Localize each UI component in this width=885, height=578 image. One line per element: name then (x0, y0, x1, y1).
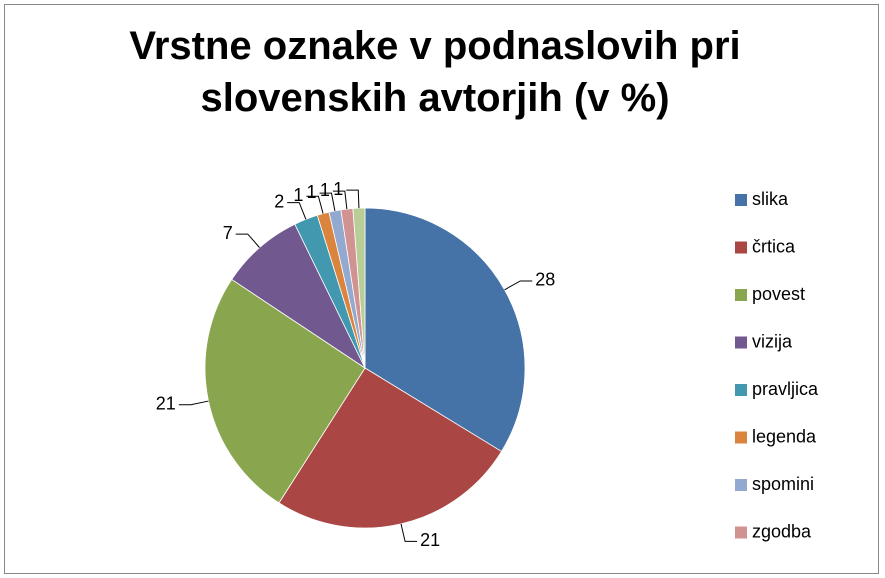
leader-line (178, 400, 209, 406)
legend-swatch (735, 479, 747, 491)
pie-slice (231, 223, 367, 370)
leader-line (400, 523, 418, 542)
leader-line (287, 202, 307, 220)
pie-slice (364, 207, 526, 453)
data-label: 2 (274, 191, 284, 211)
legend-swatch (735, 336, 747, 349)
legend-swatch (735, 431, 747, 444)
legend-label: legenda (752, 426, 817, 446)
chart-title: Vrstne oznake v podnaslovih pri slovensk… (129, 24, 741, 120)
data-label: 21 (156, 394, 176, 414)
legend-swatch (735, 289, 747, 301)
legend-swatch (735, 241, 747, 254)
legend-swatch (735, 526, 747, 539)
leader-line (332, 190, 348, 210)
leader-line (346, 189, 360, 209)
leader-line (319, 192, 336, 211)
legend-label: pravljica (752, 379, 819, 399)
data-label: 1 (293, 185, 303, 205)
chart-border (4, 4, 879, 574)
legend-label: zgodba (752, 521, 812, 541)
leader-line (235, 233, 260, 248)
legend-label: povest (752, 284, 805, 304)
data-label: 1 (333, 179, 343, 199)
legend-label: spomini (752, 474, 814, 494)
legend-label: črtica (752, 236, 796, 256)
data-label: 1 (320, 180, 330, 200)
legend-label: vizija (752, 331, 793, 351)
data-label: 7 (223, 223, 233, 243)
leader-line (306, 195, 324, 214)
pie-slice (204, 278, 366, 504)
pie-slice (278, 367, 503, 529)
data-label: 21 (420, 530, 440, 550)
data-label: 1 (306, 182, 316, 202)
legend-swatch (735, 194, 747, 206)
legend-label: slika (752, 189, 789, 209)
legend-swatch (735, 384, 747, 396)
data-label: 28 (535, 270, 555, 290)
leader-line (504, 280, 533, 291)
